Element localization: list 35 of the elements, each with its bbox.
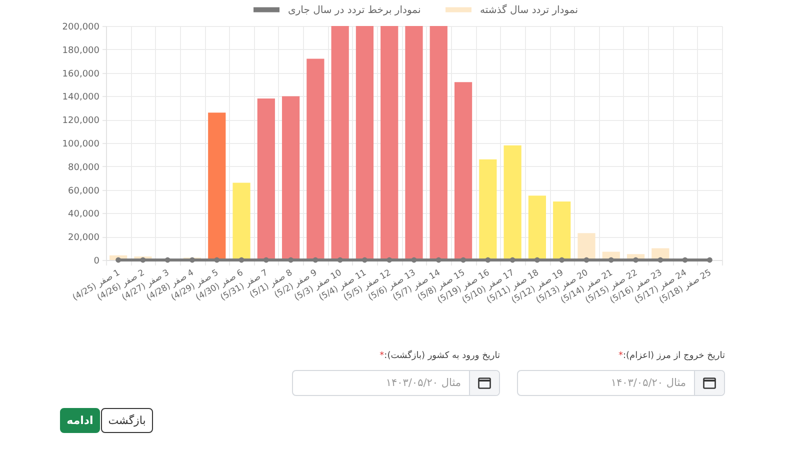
bar bbox=[380, 26, 398, 260]
continue-button: ادامه bbox=[60, 408, 100, 433]
y-tick-label: 20,000 bbox=[68, 233, 100, 244]
y-tick-label: 200,000 bbox=[62, 22, 100, 32]
date-field: مثال ۱۴۰۳/۰۵/۲۰ bbox=[517, 370, 725, 396]
text: تاریخ خروج از مرز (اعزام):* bbox=[618, 351, 725, 361]
text: تاریخ ورود به کشور (بازگشت):* bbox=[380, 351, 500, 361]
bar bbox=[232, 182, 250, 260]
date-field: مثال ۱۴۰۳/۰۵/۲۰ bbox=[292, 370, 500, 396]
y-tick-label: 40,000 bbox=[68, 210, 100, 220]
y-tick-label: 100,000 bbox=[62, 140, 100, 150]
legend-label: نمودار برخط تردد در سال جاری bbox=[288, 4, 421, 16]
bar bbox=[578, 233, 596, 260]
y-tick-label: 0 bbox=[94, 256, 100, 266]
back-button: بازگشت bbox=[101, 408, 153, 433]
bar bbox=[479, 159, 497, 260]
bar bbox=[405, 26, 423, 260]
bar bbox=[553, 202, 571, 260]
bar bbox=[454, 82, 472, 260]
y-tick-label: 180,000 bbox=[62, 46, 100, 56]
y-tick-label: 60,000 bbox=[68, 186, 100, 196]
bar bbox=[430, 26, 448, 260]
bar bbox=[528, 196, 546, 260]
bar bbox=[356, 26, 374, 260]
bar bbox=[282, 96, 300, 260]
y-tick-label: 140,000 bbox=[62, 92, 100, 103]
legend-label: نمودار تردد سال گذشته bbox=[480, 4, 578, 16]
bar bbox=[504, 145, 522, 260]
bar bbox=[331, 26, 349, 260]
y-tick-label: 80,000 bbox=[68, 162, 100, 173]
y-tick-label: 120,000 bbox=[62, 116, 100, 126]
y-tick-label: 160,000 bbox=[62, 69, 100, 80]
bar bbox=[257, 98, 275, 260]
bar bbox=[208, 112, 226, 260]
bar bbox=[306, 58, 324, 260]
